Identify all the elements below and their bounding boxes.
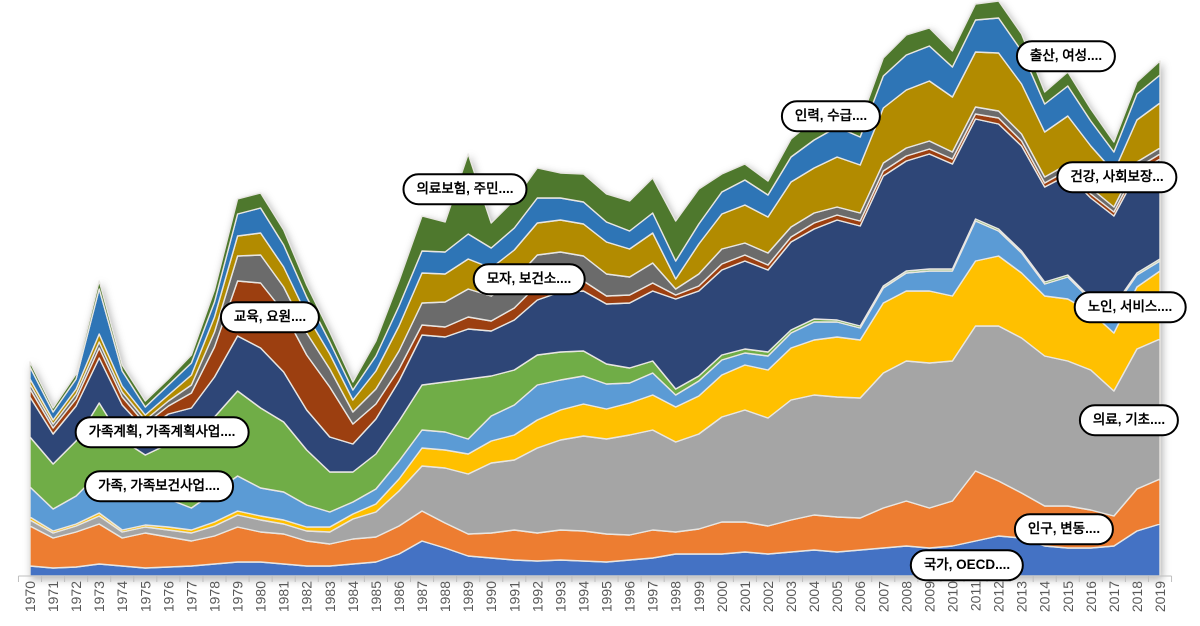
x-axis-label-1972: 1972: [68, 581, 84, 612]
x-axis-label-1975: 1975: [137, 581, 153, 612]
x-axis: 1970 1971 1972 1973 1974 1975 1976 1977 1978 1979…: [17, 575, 1173, 612]
series-callout-6[interactable]: 가족계획, 가족계획사업....: [74, 416, 250, 448]
x-axis-label-2007: 2007: [875, 581, 891, 612]
x-axis-label-1997: 1997: [645, 581, 661, 612]
x-axis-label-1973: 1973: [91, 581, 107, 612]
x-axis-label-2016: 2016: [1083, 581, 1099, 612]
x-axis-label-2010: 2010: [944, 581, 960, 612]
x-axis-label-1995: 1995: [599, 581, 615, 612]
x-axis-label-1998: 1998: [668, 581, 684, 612]
x-axis-label-1981: 1981: [276, 581, 292, 612]
x-axis-label-1970: 1970: [22, 581, 38, 612]
x-axis-label-2005: 2005: [829, 581, 845, 612]
x-axis-label-1979: 1979: [230, 581, 246, 612]
series-callout-12[interactable]: 출산, 여성....: [1015, 40, 1117, 72]
series-callout-1[interactable]: 국가, OECD....: [909, 549, 1025, 581]
x-axis-label-2001: 2001: [737, 581, 753, 612]
series-callout-2[interactable]: 인구, 변동....: [1013, 513, 1115, 545]
x-axis-label-2009: 2009: [921, 581, 937, 612]
x-axis-label-1991: 1991: [506, 581, 522, 612]
x-axis-label-2013: 2013: [1014, 581, 1030, 612]
x-axis-label-1987: 1987: [414, 581, 430, 612]
series-callout-5[interactable]: 가족, 가족보건사업....: [84, 470, 234, 502]
series-callout-9[interactable]: 모자, 보건소....: [472, 263, 586, 295]
x-axis-label-1999: 1999: [691, 581, 707, 612]
x-axis-label-2003: 2003: [783, 581, 799, 612]
x-axis-label-2017: 2017: [1106, 581, 1122, 612]
x-axis-label-1980: 1980: [253, 581, 269, 612]
x-axis-label-1982: 1982: [299, 581, 315, 612]
series-callout-8[interactable]: 교육, 요원....: [219, 301, 321, 333]
x-axis-label-2008: 2008: [898, 581, 914, 612]
series-callout-10[interactable]: 의료보험, 주민....: [402, 173, 528, 205]
series-callout-11[interactable]: 인력, 수급....: [780, 100, 882, 132]
x-axis-label-2014: 2014: [1037, 581, 1053, 612]
x-axis-label-1985: 1985: [368, 581, 384, 612]
x-axis-label-1976: 1976: [160, 581, 176, 612]
x-axis-label-1983: 1983: [322, 581, 338, 612]
x-axis-label-2015: 2015: [1060, 581, 1076, 612]
x-axis-label-1977: 1977: [183, 581, 199, 612]
x-axis-label-1993: 1993: [552, 581, 568, 612]
x-axis-label-1986: 1986: [391, 581, 407, 612]
x-axis-label-2012: 2012: [991, 581, 1007, 612]
x-axis-label-2004: 2004: [806, 581, 822, 612]
x-axis-label-1984: 1984: [345, 581, 361, 612]
area-series-12[interactable]: [29, 0, 1161, 413]
x-axis-label-1978: 1978: [206, 581, 222, 612]
x-axis-label-1971: 1971: [45, 581, 61, 612]
x-axis-label-1988: 1988: [437, 581, 453, 612]
x-axis-label-2018: 2018: [1129, 581, 1145, 612]
series-callout-7[interactable]: 건강, 사회보장...: [1056, 161, 1178, 193]
x-axis-label-2002: 2002: [760, 581, 776, 612]
x-axis-label-1992: 1992: [529, 581, 545, 612]
x-axis-label-2019: 2019: [1152, 581, 1168, 612]
x-axis-label-2000: 2000: [714, 581, 730, 612]
series-callout-3[interactable]: 의료, 기초....: [1078, 404, 1180, 436]
x-axis-label-1996: 1996: [622, 581, 638, 612]
x-axis-label-2006: 2006: [852, 581, 868, 612]
series-callout-4[interactable]: 노인, 서비스....: [1073, 291, 1187, 323]
x-axis-label-1974: 1974: [114, 581, 130, 612]
x-axis-label-1989: 1989: [460, 581, 476, 612]
x-axis-label-1994: 1994: [575, 581, 591, 612]
x-axis-label-1990: 1990: [483, 581, 499, 612]
x-axis-label-2011: 2011: [968, 581, 984, 611]
